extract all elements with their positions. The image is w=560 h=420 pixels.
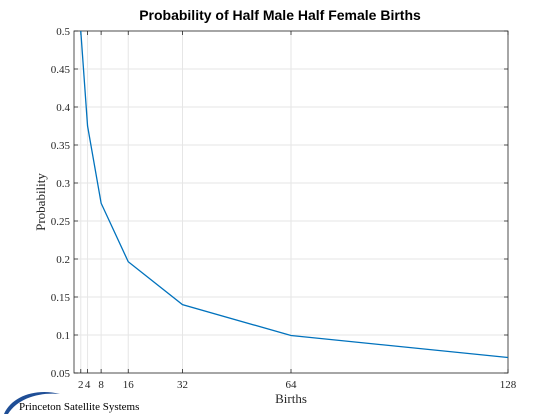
y-tick-label: 0.45 xyxy=(51,64,71,76)
grid xyxy=(74,30,509,374)
x-tick-label: 32 xyxy=(177,379,188,391)
logo-text: Princeton Satellite Systems xyxy=(19,401,139,413)
y-tick-label: 0.4 xyxy=(56,102,70,114)
y-tick-label: 0.5 xyxy=(56,26,70,38)
y-tick-label: 0.3 xyxy=(56,178,70,190)
y-tick-label: 0.1 xyxy=(56,330,70,342)
x-tick-label: 128 xyxy=(500,379,517,391)
y-tick-label: 0.2 xyxy=(56,254,70,266)
y-axis-label: Probability xyxy=(33,173,48,231)
swoosh-logo-icon xyxy=(4,392,60,414)
x-tick-label: 2 xyxy=(78,379,84,391)
series-layer xyxy=(80,30,509,359)
x-tick-label: 16 xyxy=(123,379,135,391)
logo: Princeton Satellite Systems xyxy=(4,392,139,414)
y-tick-label: 0.15 xyxy=(51,292,71,304)
series-line xyxy=(80,30,509,359)
y-tick-label: 0.05 xyxy=(51,368,71,380)
x-tick-label: 8 xyxy=(98,379,104,391)
chart-title: Probability of Half Male Half Female Bir… xyxy=(139,7,421,23)
x-axis-label: Births xyxy=(275,391,307,406)
axis-ticks: 0.05 0.1 0.15 0.2 0.25 0.3 0.35 0.4 0.45 0.5 2 4 8 16… xyxy=(51,26,517,391)
x-tick-label: 4 xyxy=(85,379,91,391)
y-tick-label: 0.25 xyxy=(51,216,71,228)
x-tick-label: 64 xyxy=(286,379,298,391)
y-tick-label: 0.35 xyxy=(51,140,71,152)
